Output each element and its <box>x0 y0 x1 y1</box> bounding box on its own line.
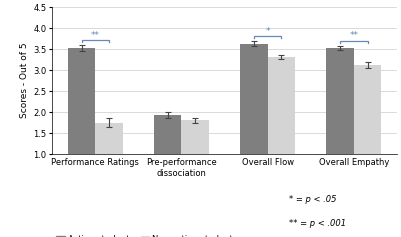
Bar <box>182 120 209 196</box>
Text: * = p < .05: * = p < .05 <box>289 195 336 204</box>
Text: **: ** <box>91 31 100 40</box>
Text: **: ** <box>349 32 358 41</box>
Text: *: * <box>265 27 270 36</box>
Bar <box>95 123 123 196</box>
Bar <box>240 44 267 196</box>
Bar <box>154 115 182 196</box>
Bar <box>267 57 295 196</box>
Bar <box>354 65 381 196</box>
Y-axis label: Scores - Out of 5: Scores - Out of 5 <box>20 43 29 118</box>
Bar <box>68 48 95 196</box>
Bar <box>326 48 354 196</box>
Text: ** = p < .001: ** = p < .001 <box>289 219 346 228</box>
Legend: Acting students, Non-acting students: Acting students, Non-acting students <box>56 235 237 237</box>
